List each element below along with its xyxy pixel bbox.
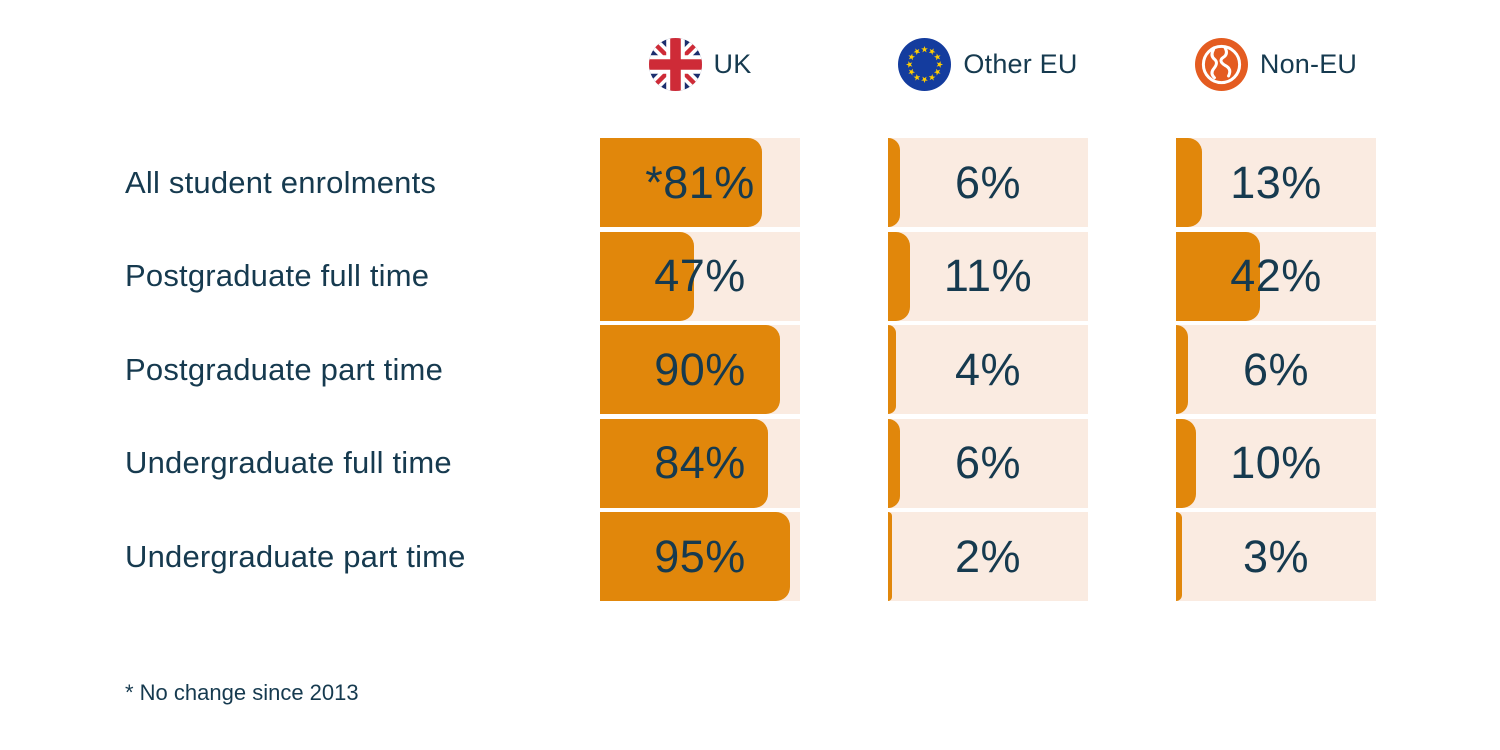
non-eu-bar <box>1176 418 1196 508</box>
uk-bar-track: 84% <box>600 418 800 508</box>
uk-bar <box>600 325 780 414</box>
other-eu-bar-track: 6% <box>888 418 1088 508</box>
other-eu-bar-track: 6% <box>888 138 1088 227</box>
row-all-student-enrolments: All student enrolments *81% 6% 13% <box>0 138 1500 227</box>
eu-flag-icon <box>898 37 952 91</box>
non-eu-bar-track: 10% <box>1176 418 1376 508</box>
non-eu-bar <box>1176 138 1202 227</box>
uk-bar-track: 90% <box>600 325 800 414</box>
non-eu-bar-value: 10% <box>1230 437 1322 488</box>
other-eu-bar <box>888 138 900 227</box>
non-eu-bar-track: 13% <box>1176 138 1376 227</box>
uk-bar-track: 47% <box>600 231 800 321</box>
row-undergraduate-part-time: Undergraduate part time 95% 2% 3% <box>0 512 1500 601</box>
uk-bar <box>600 512 790 601</box>
non-eu-bar-track: 3% <box>1176 512 1376 601</box>
non-eu-bar <box>1176 231 1260 321</box>
row-postgraduate-part-time: Postgraduate part time 90% 4% 6% <box>0 325 1500 414</box>
legend-item-non-eu: Non-EU <box>1176 36 1376 92</box>
uk-bar <box>600 418 768 508</box>
row-label: All student enrolments <box>125 164 437 200</box>
uk-bar-track: *81% <box>600 138 800 227</box>
legend-label-non-eu: Non-EU <box>1259 48 1358 79</box>
legend-label-uk: UK <box>713 48 752 79</box>
legend-item-other-eu: Other EU <box>888 36 1088 92</box>
other-eu-bar-value: 4% <box>954 343 1022 395</box>
non-eu-bar-value: 3% <box>1242 530 1310 582</box>
row-label: Postgraduate part time <box>125 351 444 387</box>
other-eu-bar-track: 11% <box>888 231 1088 321</box>
bar-rows: All student enrolments *81% 6% 13% Postg… <box>0 138 1500 606</box>
other-eu-bar-value: 2% <box>954 530 1022 582</box>
legend-item-uk: UK <box>600 36 800 92</box>
other-eu-bar <box>888 325 896 414</box>
non-eu-bar <box>1176 325 1188 414</box>
non-eu-bar-value: 42% <box>1230 250 1322 301</box>
other-eu-bar <box>888 512 892 601</box>
uk-bar <box>600 231 694 321</box>
uk-bar-value: 47% <box>654 250 746 301</box>
other-eu-bar <box>888 231 910 321</box>
other-eu-bar-value: 6% <box>954 156 1022 208</box>
uk-bar-track: 95% <box>600 512 800 601</box>
uk-bar-value: 95% <box>654 530 746 582</box>
uk-bar-value: 84% <box>654 437 746 488</box>
uk-bar <box>600 138 762 227</box>
other-eu-bar-track: 2% <box>888 512 1088 601</box>
uk-flag-icon <box>648 37 702 91</box>
non-eu-bar <box>1176 512 1182 601</box>
row-label: Undergraduate part time <box>125 538 466 574</box>
row-undergraduate-full-time: Undergraduate full time 84% 6% 10% <box>0 418 1500 508</box>
row-postgraduate-full-time: Postgraduate full time 47% 11% 42% <box>0 231 1500 321</box>
non-eu-bar-track: 6% <box>1176 325 1376 414</box>
footnote: * No change since 2013 <box>125 680 359 705</box>
other-eu-bar <box>888 418 900 508</box>
legend-label-other-eu: Other EU <box>963 48 1078 79</box>
row-label: Undergraduate full time <box>125 445 452 480</box>
uk-bar-value: *81% <box>645 156 755 208</box>
uk-bar-value: 90% <box>654 343 746 395</box>
non-eu-bar-value: 13% <box>1230 156 1322 208</box>
globe-icon <box>1194 37 1248 91</box>
non-eu-bar-value: 6% <box>1242 343 1310 395</box>
row-label: Postgraduate full time <box>125 258 430 293</box>
other-eu-bar-track: 4% <box>888 325 1088 414</box>
other-eu-bar-value: 11% <box>943 250 1033 301</box>
non-eu-bar-track: 42% <box>1176 231 1376 321</box>
other-eu-bar-value: 6% <box>954 437 1022 488</box>
